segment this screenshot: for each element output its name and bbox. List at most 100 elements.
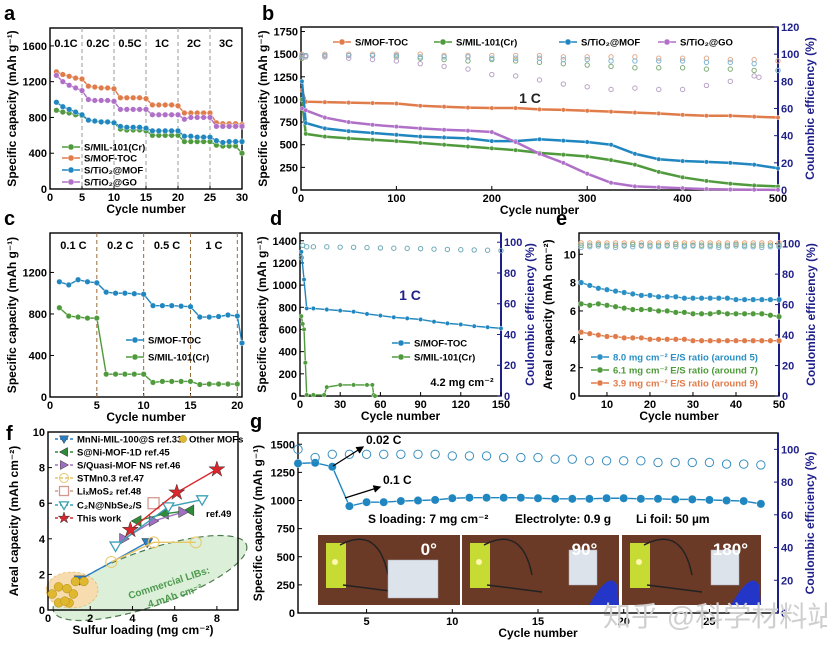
x-tick-label: 30 (334, 399, 346, 411)
data-point (121, 520, 140, 538)
data-point (733, 243, 739, 249)
pouch-cell (568, 549, 598, 586)
data-point (369, 382, 375, 388)
rate-label: 0.1C (54, 38, 77, 50)
data-point (533, 452, 543, 463)
data-point (465, 54, 471, 60)
data-point (150, 302, 157, 309)
data-point (56, 304, 63, 311)
data-point (471, 323, 477, 329)
data-point (346, 128, 352, 134)
data-point (93, 315, 100, 322)
data-point (131, 371, 138, 378)
legend-entry: S/MOF-TOC (126, 336, 201, 347)
data-point (775, 165, 781, 171)
series-s-tio-go (53, 72, 245, 130)
data-point (79, 576, 89, 587)
data-point (413, 496, 423, 505)
data-point (629, 306, 636, 313)
led-light (476, 559, 482, 565)
legend-entry: S/MIL-101(Cr) (434, 38, 517, 49)
series-s-tio-mof (53, 99, 245, 146)
data-point (110, 98, 117, 105)
data-point (310, 244, 317, 250)
data-point (608, 142, 614, 148)
data-point (65, 281, 72, 288)
annotation-text: 0.02 C (366, 433, 402, 447)
data-point (584, 54, 590, 60)
data-point (303, 54, 309, 60)
x-tick-label: 10 (446, 616, 458, 628)
y-tick-label: 8 (570, 278, 576, 290)
data-point (224, 312, 231, 319)
data-point (621, 305, 628, 312)
y-tick-label: 500 (280, 140, 298, 152)
data-point (298, 249, 304, 255)
data-point (560, 152, 566, 158)
data-point (489, 145, 495, 151)
y2-axis-label: Coulombic efficiency (%) (803, 452, 817, 595)
data-point (608, 180, 614, 186)
data-point (630, 241, 636, 248)
data-point (632, 65, 638, 71)
data-point (673, 241, 679, 248)
legend-label: S/TiO₂@GO (680, 38, 733, 49)
legend-label: S/MOF-TOC (148, 336, 201, 347)
blue-glove (589, 580, 619, 605)
annotation-text: ref.49 (206, 509, 231, 520)
legend-marker (397, 339, 405, 347)
data-point (393, 58, 400, 64)
data-point (161, 502, 175, 514)
data-point (612, 242, 619, 248)
data-point (741, 240, 748, 246)
legend-entry: S/MIL-101(Cr) (126, 353, 209, 364)
data-point (226, 138, 233, 145)
y-tick-label: 750 (280, 117, 298, 129)
data-point (584, 56, 590, 63)
rate-label: 2C (187, 38, 201, 50)
data-point (431, 319, 437, 325)
data-point (162, 127, 169, 134)
panel-letter: c (4, 208, 15, 230)
series-3-9-mg-cm-e-s-ratio-around-9- (578, 329, 783, 344)
data-point (232, 138, 239, 145)
legend-entry: S/TiO₂@MOF (559, 38, 640, 49)
data-point (59, 78, 66, 85)
data-point (741, 337, 748, 344)
data-point (750, 310, 757, 317)
rate-label: 3C (219, 38, 233, 50)
data-point (181, 109, 188, 116)
data-point (767, 312, 774, 319)
data-point (465, 135, 471, 141)
data-point (206, 314, 213, 321)
series-line (581, 303, 780, 318)
data-point (703, 66, 710, 72)
data-point (98, 118, 105, 125)
data-point (337, 308, 343, 314)
data-point (656, 111, 662, 116)
data-point (174, 111, 181, 118)
data-point (489, 71, 495, 78)
data-point (417, 245, 424, 252)
data-point (78, 87, 85, 94)
plot-frame (299, 232, 502, 397)
data-point (727, 160, 733, 166)
data-point (612, 303, 619, 310)
series-s-mof-toc (299, 87, 781, 120)
data-point (680, 158, 685, 164)
data-point (337, 382, 343, 388)
legend-entry: S/MOF-TOC (392, 339, 467, 350)
y2-tick-label: 60 (781, 104, 793, 116)
data-point (655, 307, 662, 314)
data-point (226, 123, 233, 130)
data-point (595, 332, 602, 339)
data-point (393, 101, 399, 106)
series-8-0-mg-cm-e-s-ratio-around-5- (578, 279, 783, 303)
series-s-mil-101-cr- (56, 304, 241, 388)
legend-entry: C₂N@NbSe₂/S (55, 501, 142, 512)
commercial-libs-region (52, 534, 248, 622)
data-point (60, 596, 70, 606)
data-point (393, 138, 399, 144)
data-point (756, 74, 762, 80)
x-axis-label: Cycle number (498, 626, 578, 640)
